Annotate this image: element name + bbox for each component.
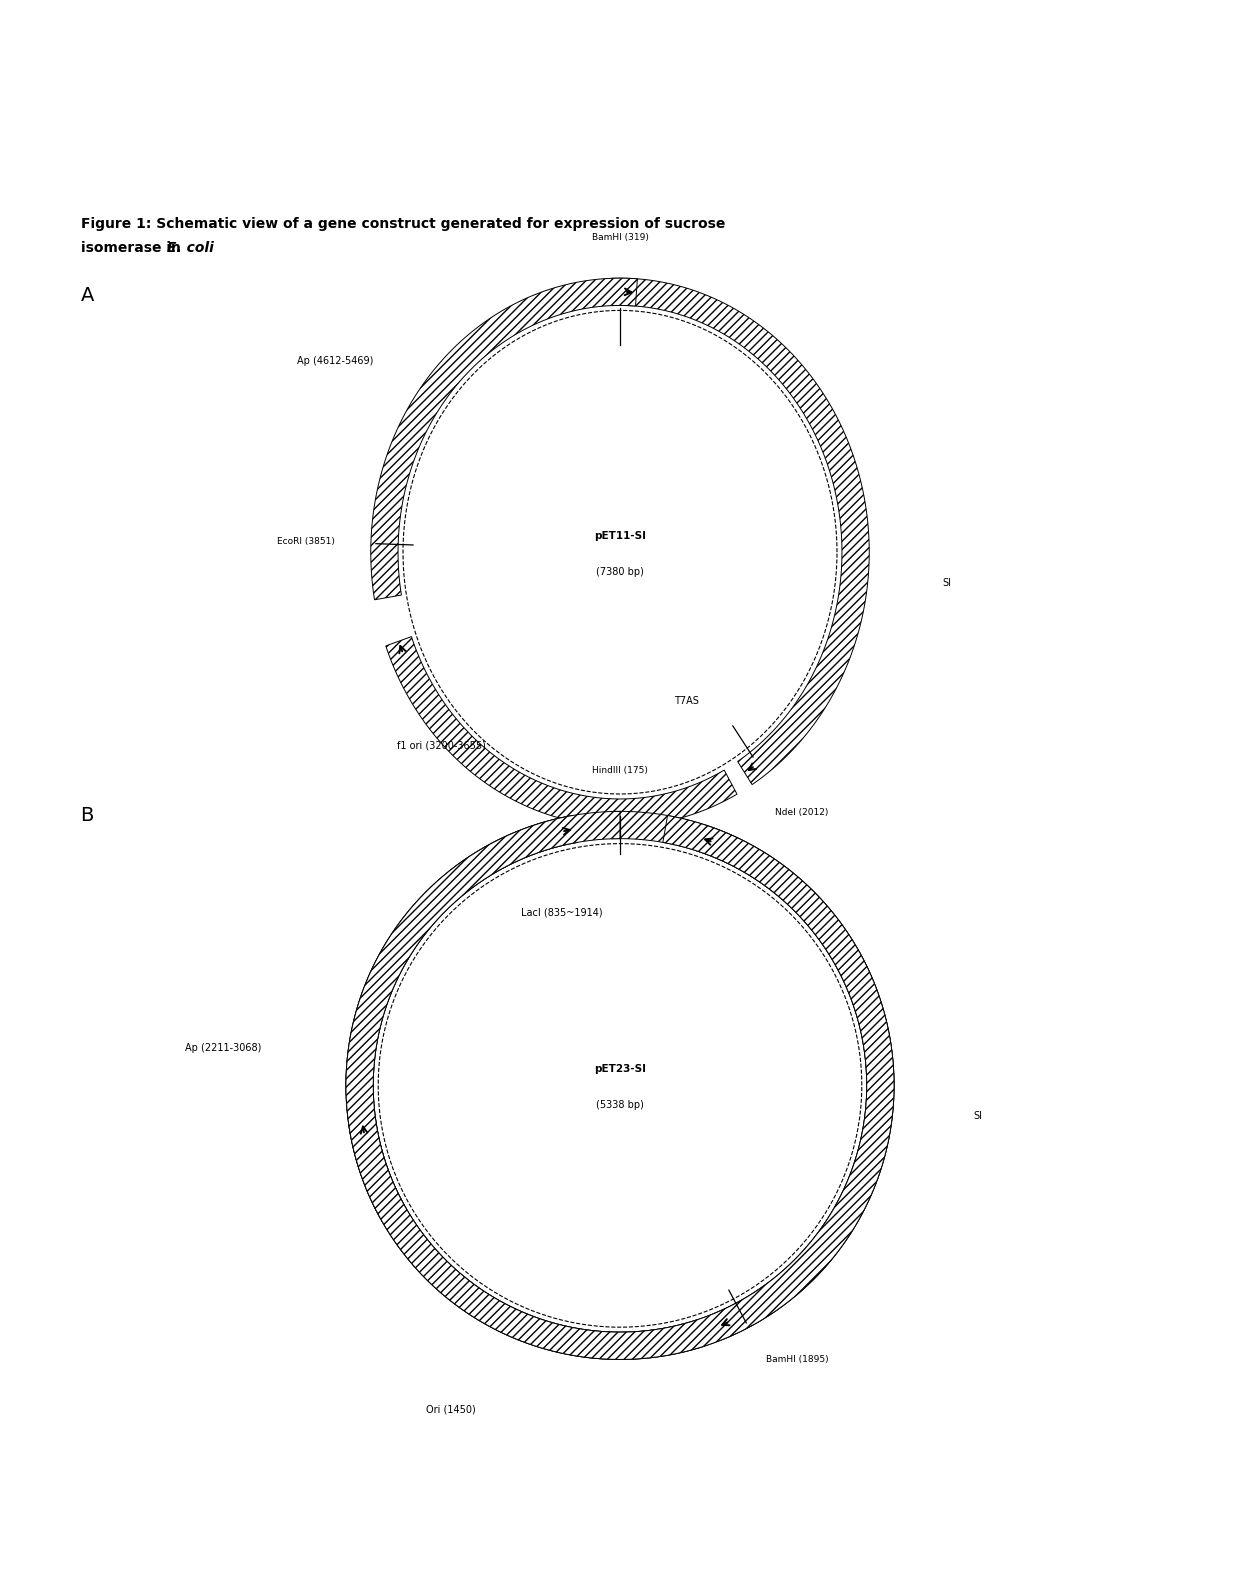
Text: E. coli: E. coli bbox=[167, 241, 213, 256]
Text: NdeI (2012): NdeI (2012) bbox=[775, 808, 828, 816]
Text: Ori (1450): Ori (1450) bbox=[425, 1404, 475, 1413]
Text: Figure 1: Schematic view of a gene construct generated for expression of sucrose: Figure 1: Schematic view of a gene const… bbox=[81, 218, 725, 232]
Text: A: A bbox=[81, 286, 94, 305]
Text: SI: SI bbox=[942, 578, 951, 588]
Text: T7AS: T7AS bbox=[675, 696, 699, 705]
Polygon shape bbox=[348, 1120, 704, 1359]
Text: HindIII (175): HindIII (175) bbox=[591, 767, 649, 775]
Polygon shape bbox=[386, 637, 737, 826]
Polygon shape bbox=[610, 811, 894, 1340]
Polygon shape bbox=[346, 811, 894, 1359]
Text: SI: SI bbox=[973, 1112, 982, 1121]
Text: EcoRI (3851): EcoRI (3851) bbox=[277, 537, 335, 546]
Text: isomerase in: isomerase in bbox=[81, 241, 185, 256]
Text: LacI (835~1914): LacI (835~1914) bbox=[521, 908, 603, 918]
Text: Ap (2211-3068): Ap (2211-3068) bbox=[185, 1043, 262, 1053]
Text: B: B bbox=[81, 807, 94, 826]
Text: f1 ori (3200-3655): f1 ori (3200-3655) bbox=[398, 740, 486, 751]
Text: BamHI (1895): BamHI (1895) bbox=[765, 1355, 828, 1364]
Polygon shape bbox=[346, 816, 894, 1359]
Text: pET11-SI: pET11-SI bbox=[594, 530, 646, 542]
Text: (5338 bp): (5338 bp) bbox=[596, 1100, 644, 1110]
Polygon shape bbox=[611, 278, 869, 784]
Polygon shape bbox=[371, 278, 637, 600]
Text: (7380 bp): (7380 bp) bbox=[596, 567, 644, 576]
Text: pET23-SI: pET23-SI bbox=[594, 1064, 646, 1073]
Text: Ap (4612-5469): Ap (4612-5469) bbox=[296, 356, 373, 365]
Polygon shape bbox=[346, 816, 577, 1223]
Text: BamHI (319): BamHI (319) bbox=[591, 233, 649, 243]
